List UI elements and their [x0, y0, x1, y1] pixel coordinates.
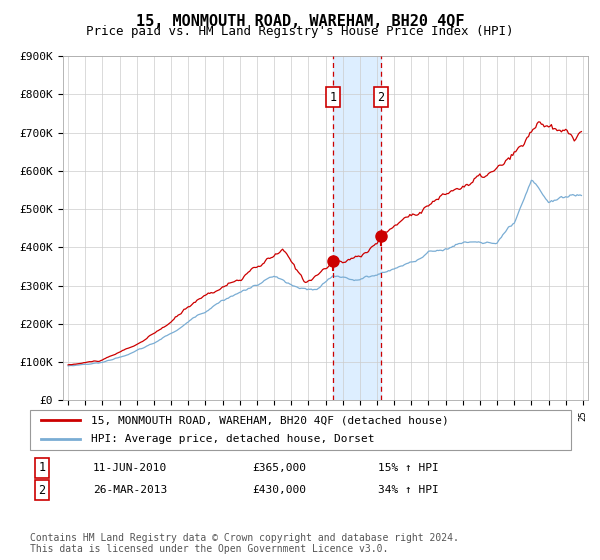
Text: 15, MONMOUTH ROAD, WAREHAM, BH20 4QF: 15, MONMOUTH ROAD, WAREHAM, BH20 4QF	[136, 14, 464, 29]
Text: 1: 1	[329, 91, 337, 104]
Text: 2: 2	[38, 483, 46, 497]
Text: 26-MAR-2013: 26-MAR-2013	[93, 485, 167, 495]
Text: 2: 2	[377, 91, 385, 104]
Text: Price paid vs. HM Land Registry's House Price Index (HPI): Price paid vs. HM Land Registry's House …	[86, 25, 514, 38]
Text: £430,000: £430,000	[252, 485, 306, 495]
Text: HPI: Average price, detached house, Dorset: HPI: Average price, detached house, Dors…	[91, 435, 374, 445]
Text: 15% ↑ HPI: 15% ↑ HPI	[378, 463, 439, 473]
Text: 15, MONMOUTH ROAD, WAREHAM, BH20 4QF (detached house): 15, MONMOUTH ROAD, WAREHAM, BH20 4QF (de…	[91, 415, 448, 425]
Text: 11-JUN-2010: 11-JUN-2010	[93, 463, 167, 473]
Text: 34% ↑ HPI: 34% ↑ HPI	[378, 485, 439, 495]
Text: Contains HM Land Registry data © Crown copyright and database right 2024.
This d: Contains HM Land Registry data © Crown c…	[30, 533, 459, 554]
Text: £365,000: £365,000	[252, 463, 306, 473]
Text: 1: 1	[38, 461, 46, 474]
FancyBboxPatch shape	[30, 410, 571, 450]
Bar	[333, 56, 381, 400]
